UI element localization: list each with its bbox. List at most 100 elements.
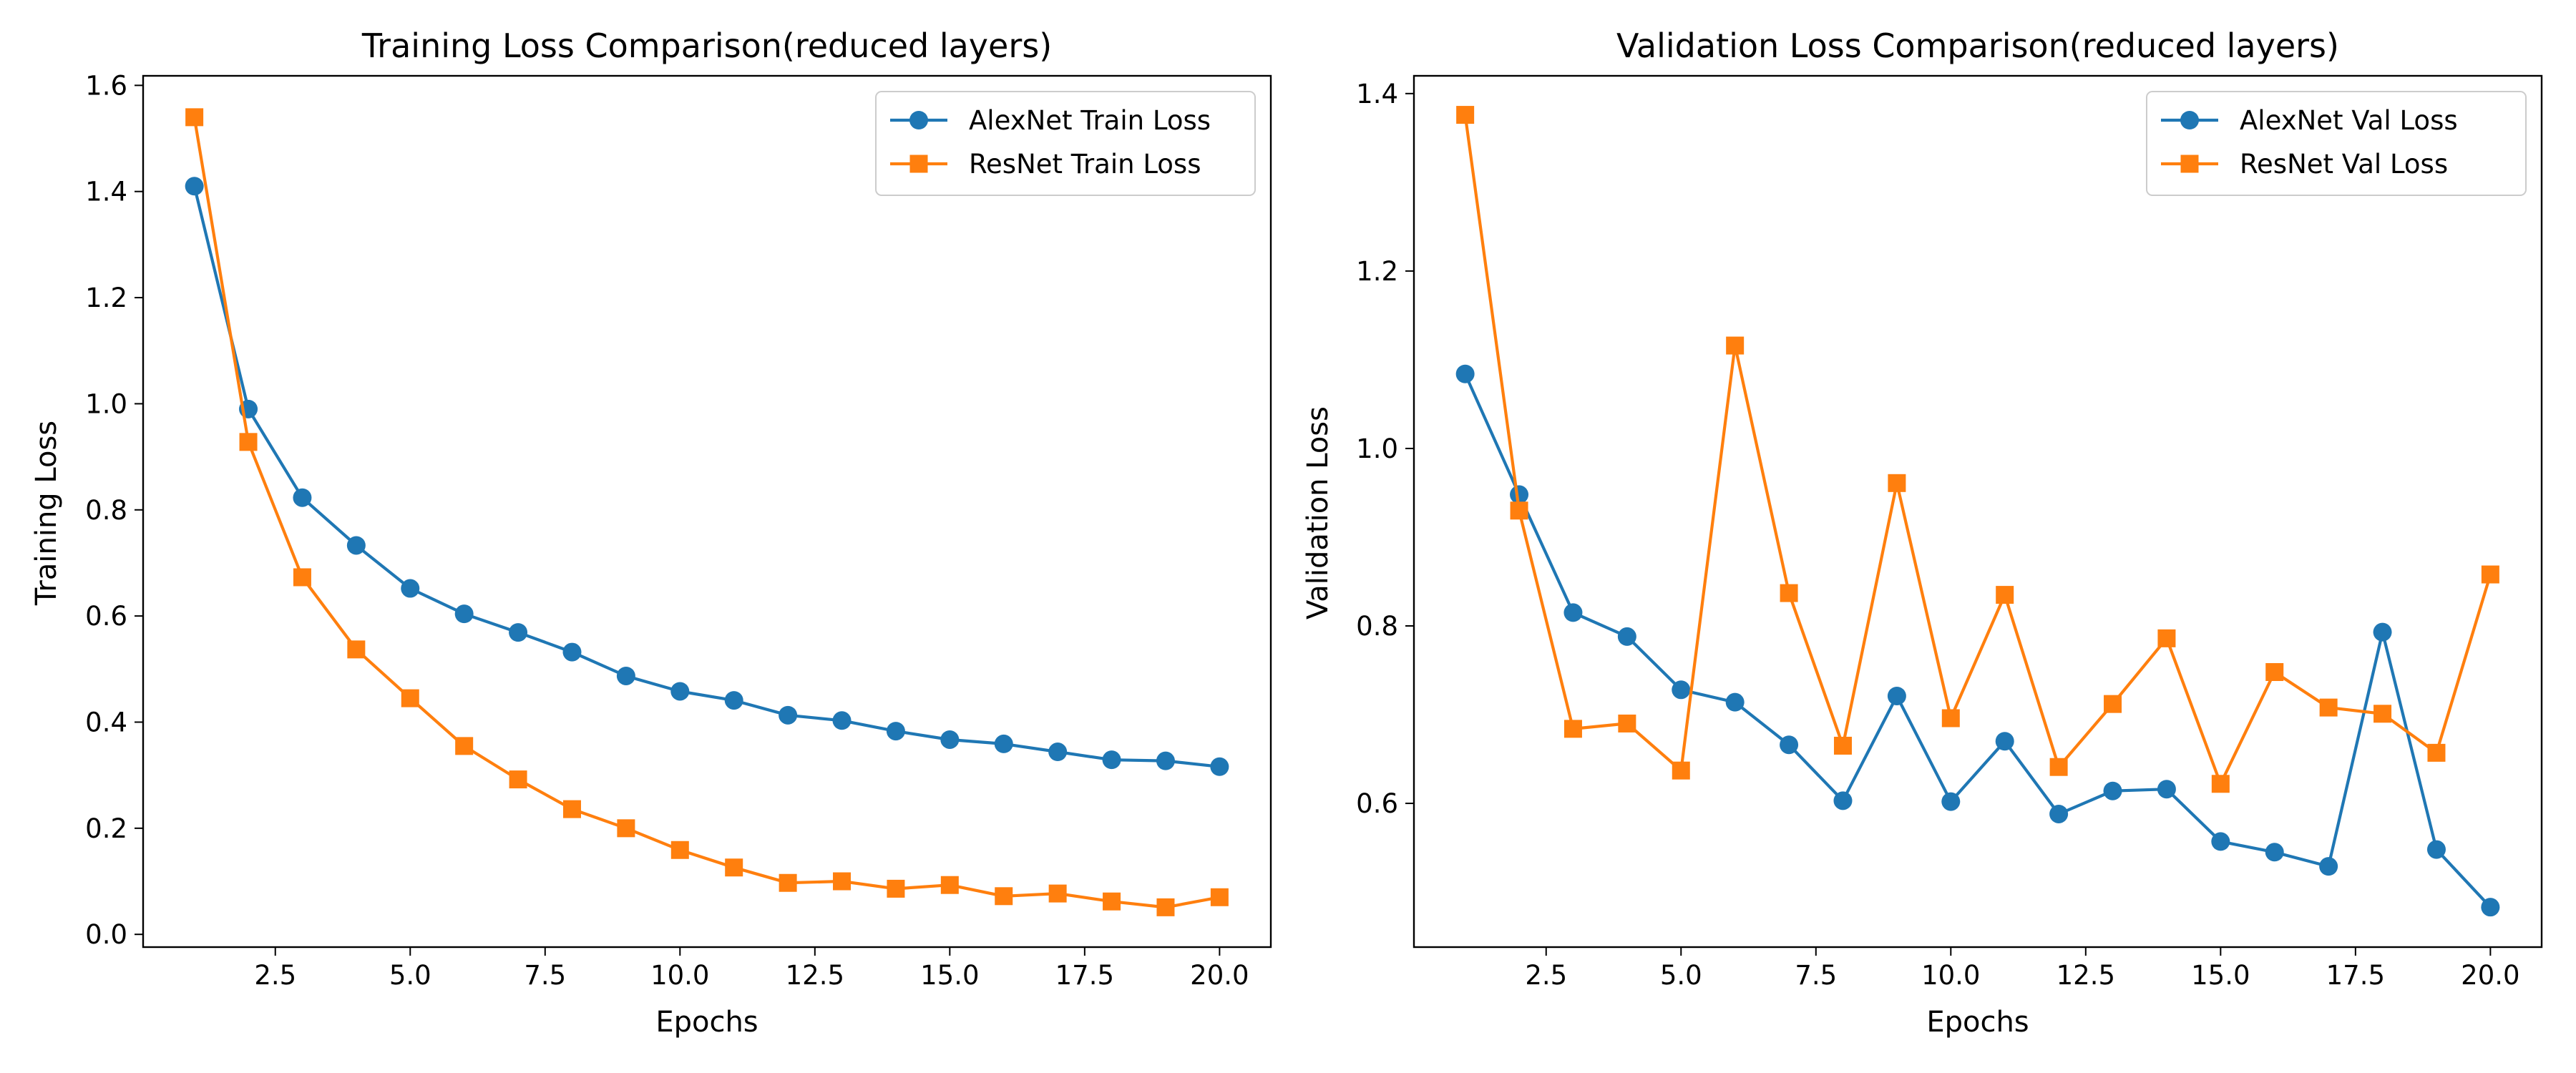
data-point — [779, 705, 798, 725]
data-point — [401, 579, 420, 598]
data-point — [833, 872, 852, 891]
x-tick-label: 2.5 — [1525, 960, 1567, 991]
data-point — [1102, 750, 1121, 770]
data-point — [293, 568, 311, 587]
data-point — [509, 770, 527, 789]
data-point — [2426, 840, 2446, 859]
data-point — [455, 737, 474, 755]
x-tick-label: 12.5 — [2057, 960, 2115, 991]
legend: AlexNet Val Loss ResNet Val Loss — [2146, 91, 2527, 196]
data-point — [1672, 680, 1691, 700]
axes-frame — [1413, 74, 2543, 949]
legend-item: ResNet Train Loss — [890, 149, 1201, 180]
data-point — [725, 858, 743, 877]
y-tick-label: 1.2 — [85, 283, 127, 313]
data-point — [2049, 804, 2069, 823]
data-point — [1996, 586, 2014, 604]
data-point — [1210, 757, 1229, 776]
data-point — [2104, 695, 2122, 713]
legend-swatch-marker — [2180, 155, 2199, 173]
data-point — [509, 623, 528, 642]
data-point — [1725, 692, 1745, 712]
series-resnet — [185, 108, 1229, 916]
data-point — [1617, 627, 1636, 646]
data-point — [1048, 884, 1067, 903]
data-point — [2427, 743, 2446, 762]
x-tick-label: 5.0 — [1660, 960, 1702, 991]
y-tick-label: 1.4 — [1356, 79, 1398, 109]
data-point — [2157, 780, 2176, 799]
y-axis-label: Training Loss — [30, 421, 63, 606]
x-tick-label: 15.0 — [2191, 960, 2250, 991]
data-point — [1780, 584, 1798, 602]
data-point — [346, 536, 366, 555]
y-tick-label: 0.6 — [1356, 788, 1398, 819]
data-point — [2103, 781, 2122, 800]
data-point — [887, 879, 905, 898]
series-line — [1463, 114, 2492, 785]
x-tick-label: 17.5 — [1055, 960, 1114, 991]
chart-title: Validation Loss Comparison(reduced layer… — [1616, 26, 2339, 65]
legend-label: AlexNet Val Loss — [2240, 105, 2458, 136]
x-axis-label: Epochs — [655, 1006, 758, 1039]
data-point — [1156, 751, 1175, 770]
data-point — [1510, 485, 1529, 504]
data-point — [1456, 106, 1475, 124]
legend-swatch-marker — [2180, 111, 2199, 129]
data-point — [239, 433, 258, 451]
data-point — [1888, 474, 1906, 492]
x-tick-label: 7.5 — [1795, 960, 1837, 991]
y-tick-label: 0.0 — [85, 919, 127, 950]
data-point — [562, 800, 581, 818]
data-point — [1455, 364, 1475, 383]
data-point — [1941, 792, 1961, 811]
data-point — [2373, 622, 2392, 642]
x-tick-label: 2.5 — [254, 960, 296, 991]
series-line — [192, 117, 1220, 909]
data-point — [2319, 698, 2338, 717]
x-tick-label: 15.0 — [920, 960, 979, 991]
legend-swatch-marker — [909, 111, 928, 129]
data-point — [1995, 732, 2014, 751]
series-resnet — [1456, 106, 2499, 793]
x-tick-label: 7.5 — [524, 960, 566, 991]
x-tick-label: 12.5 — [786, 960, 844, 991]
data-point — [1103, 892, 1121, 911]
data-point — [1210, 888, 1229, 906]
data-point — [2211, 775, 2230, 793]
legend-label: ResNet Train Loss — [969, 149, 1201, 180]
data-point — [886, 722, 905, 741]
data-point — [1510, 501, 1528, 520]
data-point — [2157, 629, 2176, 647]
y-tick-label: 1.0 — [85, 388, 127, 419]
y-tick-label: 1.0 — [1356, 433, 1398, 464]
y-tick-label: 0.4 — [85, 707, 127, 738]
legend: AlexNet Train Loss ResNet Train Loss — [875, 91, 1256, 196]
data-point — [2481, 898, 2500, 917]
data-point — [562, 642, 582, 662]
data-point — [401, 689, 419, 707]
data-point — [2373, 705, 2392, 723]
plot-area — [185, 108, 1229, 916]
data-point — [185, 177, 204, 196]
data-point — [2265, 843, 2284, 862]
y-tick-label: 1.4 — [85, 177, 127, 207]
legend-item: AlexNet Train Loss — [890, 105, 1211, 136]
data-point — [293, 488, 312, 507]
data-point — [940, 730, 960, 749]
data-point — [1563, 720, 1582, 738]
data-point — [1672, 761, 1690, 780]
chart-title: Training Loss Comparison(reduced layers) — [361, 26, 1052, 65]
data-point — [2211, 832, 2230, 851]
legend-label: ResNet Val Loss — [2240, 149, 2448, 180]
data-point — [1618, 714, 1636, 733]
data-point — [779, 873, 797, 892]
data-point — [1048, 743, 1068, 762]
y-tick-label: 0.6 — [85, 601, 127, 632]
y-tick-label: 0.8 — [85, 495, 127, 526]
x-axis-label: Epochs — [1926, 1006, 2029, 1039]
data-point — [2049, 758, 2068, 776]
data-point — [1833, 791, 1853, 810]
data-point — [940, 876, 959, 894]
